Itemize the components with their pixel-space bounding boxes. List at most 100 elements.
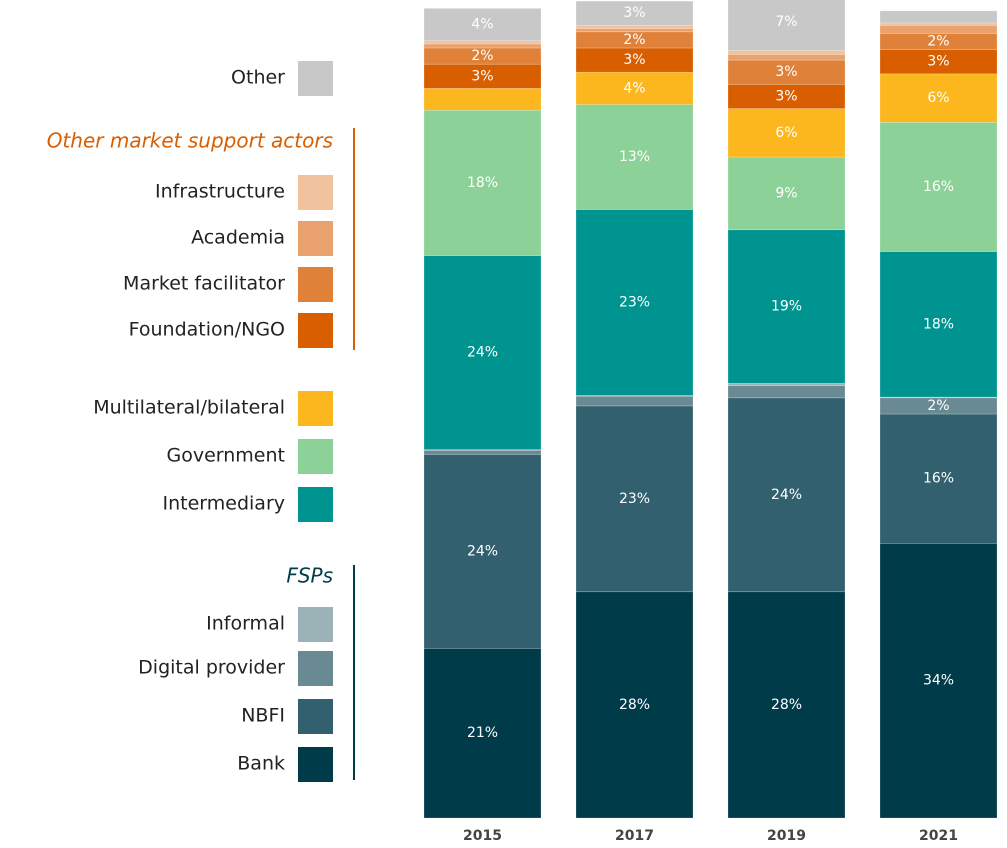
bar-segment (879, 25, 998, 34)
bar-segment (423, 109, 542, 256)
value-label: 3% (623, 5, 645, 21)
legend-group-title: Other market support actors (47, 129, 333, 153)
legend-swatch (298, 651, 333, 686)
value-label: 24% (467, 345, 498, 361)
bar-segment (727, 591, 846, 819)
value-label: 28% (771, 697, 802, 713)
legend-label: Infrastructure (155, 181, 285, 203)
bar-segment (727, 156, 846, 231)
bar-segment (575, 28, 694, 33)
value-label: 21% (467, 725, 498, 741)
value-label: 3% (775, 88, 797, 104)
bar-segment (879, 413, 998, 544)
bar-segment (879, 10, 998, 24)
bar-segment (423, 648, 542, 819)
bar-segment (575, 591, 694, 819)
bar-segment (727, 397, 846, 593)
bar-segment (727, 84, 846, 109)
bar-segment (727, 54, 846, 61)
legend-swatch (298, 61, 333, 96)
value-label: 2% (471, 48, 493, 64)
bar-segment (423, 255, 542, 450)
bar-segment (879, 122, 998, 252)
bar-segment (575, 71, 694, 105)
bar-segment (879, 73, 998, 123)
value-label: 18% (923, 316, 954, 332)
bar-segment (727, 385, 846, 399)
value-label: 3% (623, 52, 645, 68)
value-label: 28% (619, 697, 650, 713)
legend-label: Bank (237, 753, 285, 775)
value-label: 2% (927, 34, 949, 50)
value-label: 3% (775, 64, 797, 80)
value-label: 23% (619, 491, 650, 507)
value-label: 6% (927, 90, 949, 106)
legend-label: NBFI (241, 705, 285, 727)
bar-segment (575, 104, 694, 210)
x-tick-label: 2017 (615, 828, 654, 844)
legend-label: Digital provider (138, 657, 285, 679)
value-label: 34% (923, 673, 954, 689)
bar-segment (575, 395, 694, 407)
value-label: 13% (619, 149, 650, 165)
legend-swatch (298, 487, 333, 522)
legend-label: Other (231, 67, 285, 89)
legend-swatch (298, 313, 333, 348)
legend-swatch (298, 267, 333, 302)
bar-segment (879, 22, 998, 26)
value-label: 7% (775, 14, 797, 30)
bar-segment (423, 450, 542, 455)
bar-segment (727, 59, 846, 85)
legend-label: Foundation/NGO (129, 319, 285, 341)
value-label: 24% (771, 487, 802, 503)
bar-segment (423, 88, 542, 111)
bar-segment (879, 396, 998, 399)
bar-segment (727, 108, 846, 158)
x-tick-label: 2019 (767, 828, 806, 844)
value-label: 16% (923, 471, 954, 487)
value-label: 19% (771, 299, 802, 315)
value-label: 2% (623, 32, 645, 48)
value-label: 3% (471, 68, 493, 84)
legend-group-title: FSPs (286, 564, 333, 588)
bar-segment (575, 0, 694, 26)
bar-segment (423, 454, 542, 649)
bar-segment (727, 229, 846, 384)
legend-swatch (298, 221, 333, 256)
value-label: 24% (467, 543, 498, 559)
bar-segment (727, 50, 846, 55)
value-label: 18% (467, 175, 498, 191)
value-label: 4% (623, 80, 645, 96)
value-label: 4% (471, 17, 493, 33)
bar-segment (879, 49, 998, 75)
legend-label: Informal (206, 613, 285, 635)
value-label: 16% (923, 179, 954, 195)
bar-segment (879, 542, 998, 819)
legend-swatch (298, 175, 333, 210)
legend-swatch (298, 747, 333, 782)
legend-label: Multilateral/bilateral (93, 397, 285, 419)
bar-segment (423, 43, 542, 49)
value-label: 23% (619, 294, 650, 310)
bar-segment (879, 251, 998, 398)
legend-swatch (298, 607, 333, 642)
legend-swatch (298, 391, 333, 426)
x-tick-label: 2015 (463, 828, 502, 844)
legend-label: Market facilitator (123, 273, 285, 295)
legend-swatch (298, 699, 333, 734)
legend-swatch (298, 439, 333, 474)
legend-label: Academia (191, 227, 285, 249)
value-label: 9% (775, 185, 797, 201)
value-label: 3% (927, 54, 949, 70)
bar-segment (423, 8, 542, 42)
value-label: 2% (927, 398, 949, 414)
legend-label: Government (167, 445, 286, 467)
legend-label: Intermediary (163, 493, 286, 515)
bar-segment (575, 47, 694, 73)
bar-segment (727, 0, 846, 51)
value-label: 6% (775, 125, 797, 141)
bar-segment (727, 382, 846, 387)
bar-segment (423, 40, 542, 45)
bar-segment (575, 25, 694, 29)
